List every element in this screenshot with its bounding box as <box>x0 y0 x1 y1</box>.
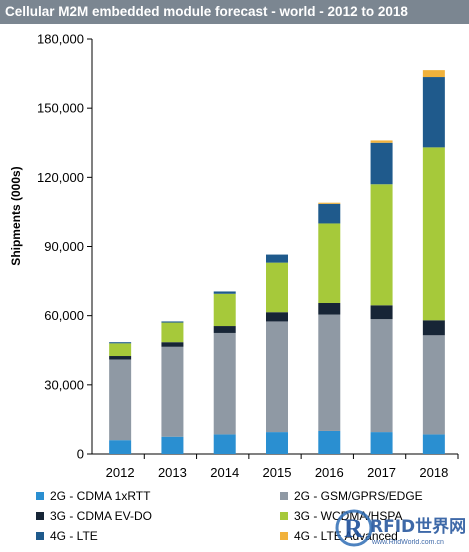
bar-segment <box>161 346 184 437</box>
bar-segment <box>161 322 184 343</box>
legend-swatch <box>36 512 44 520</box>
x-tick-label: 2012 <box>106 465 135 480</box>
rfidworld-watermark-logo: R RFID世界网 www.RfidWorld.com.cn <box>335 509 466 547</box>
legend-label: 2G - CDMA 1xRTT <box>50 489 151 503</box>
bar-segment <box>370 140 393 143</box>
bar-segment <box>213 326 236 333</box>
x-tick-label: 2016 <box>315 465 344 480</box>
bar-segment <box>370 184 393 306</box>
chart-title: Cellular M2M embedded module forecast - … <box>0 0 469 24</box>
y-tick-label: 60,000 <box>44 308 84 323</box>
bar-segment <box>213 434 236 454</box>
bar-segment <box>213 332 236 435</box>
y-tick-label: 0 <box>77 447 84 462</box>
bar-segment <box>318 430 341 454</box>
chart-legend: 2G - CDMA 1xRTT 2G - GSM/GPRS/EDGE 3G - CD… <box>8 488 463 548</box>
bar-segment <box>161 436 184 454</box>
bar-segment <box>213 293 236 327</box>
bar-segment <box>370 305 393 320</box>
bar-segment <box>422 320 445 336</box>
legend-item: 2G - CDMA 1xRTT <box>36 488 150 504</box>
bar-segment <box>213 291 236 294</box>
y-tick-label: 90,000 <box>44 239 84 254</box>
legend-swatch <box>280 532 288 540</box>
bar-segment <box>266 321 288 433</box>
legend-swatch <box>280 492 288 500</box>
bar-segment <box>161 342 184 347</box>
bar-segment <box>318 203 341 224</box>
legend-item: 3G - WCDMA/HSPA <box>280 508 402 524</box>
bar-segment <box>422 335 445 435</box>
legend-label: 2G - GSM/GPRS/EDGE <box>294 489 423 503</box>
bar-segment <box>266 312 288 322</box>
bar-segment <box>318 202 341 204</box>
bar-segment <box>370 432 393 454</box>
watermark-subtext: www.RfidWorld.com.cn <box>371 539 444 546</box>
x-tick-label: 2013 <box>158 465 187 480</box>
y-axis-label: Shipments (000s) <box>9 166 23 266</box>
bar-segment <box>318 314 341 431</box>
bar-segment <box>109 342 132 344</box>
x-tick-label: 2018 <box>419 465 448 480</box>
legend-item: 3G - CDMA EV-DO <box>36 508 152 524</box>
y-tick-label: 150,000 <box>37 101 84 116</box>
bar-segment <box>109 356 132 360</box>
bar-segment <box>422 147 445 321</box>
bar-segment <box>109 440 132 454</box>
svg-text:R: R <box>344 514 363 543</box>
legend-label: 4G - LTE <box>50 529 98 543</box>
bar-segment <box>161 321 184 323</box>
bar-segment <box>266 262 288 313</box>
bar-segment <box>370 142 393 185</box>
bar-segment <box>422 434 445 454</box>
legend-label: 3G - WCDMA/HSPA <box>294 509 403 523</box>
legend-item: 4G - LTE <box>36 528 98 544</box>
bar-segment <box>318 223 341 303</box>
bar-segment <box>109 343 132 357</box>
bar-segment <box>266 432 288 454</box>
legend-swatch <box>280 512 288 520</box>
bar-segment <box>370 319 393 433</box>
x-tick-label: 2015 <box>263 465 292 480</box>
y-tick-label: 30,000 <box>44 377 84 392</box>
bar-segment <box>318 302 341 315</box>
x-tick-label: 2017 <box>367 465 396 480</box>
x-tick-label: 2014 <box>210 465 239 480</box>
y-tick-label: 180,000 <box>37 32 84 47</box>
legend-label: 3G - CDMA EV-DO <box>50 509 153 523</box>
bar-segment <box>266 254 288 263</box>
watermark-text: RFID世界网 <box>370 517 466 537</box>
bar-segment <box>109 359 132 441</box>
bar-segment <box>422 70 445 78</box>
legend-item: 2G - GSM/GPRS/EDGE <box>280 488 423 504</box>
y-tick-label: 120,000 <box>37 170 84 185</box>
legend-swatch <box>36 532 44 540</box>
bar-segment <box>422 77 445 148</box>
chart-plot: 0 30,000 60,000 90,000 120,000 150,000 180,000… <box>37 32 459 480</box>
legend-swatch <box>36 492 44 500</box>
